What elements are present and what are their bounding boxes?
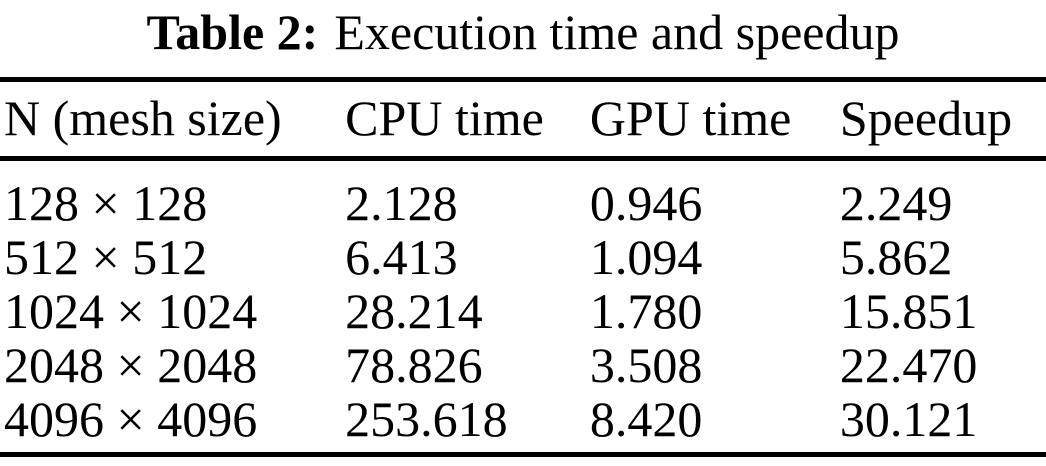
table-cell: 253.618: [345, 391, 508, 447]
table-row: 512 × 512 6.413 1.094 5.862: [0, 230, 1046, 284]
table-cell: 15.851: [839, 283, 978, 339]
table-cell: 1.094: [589, 229, 703, 285]
table-cell: 128 × 128: [4, 175, 208, 231]
table-cell: 5.862: [839, 229, 953, 285]
table-cell: 30.121: [839, 391, 978, 447]
table-row: 2048 × 2048 78.826 3.508 22.470: [0, 338, 1046, 392]
table-row: 1024 × 1024 28.214 1.780 15.851: [0, 284, 1046, 338]
header-row: N (mesh size) CPU time GPU time Speedup: [0, 79, 1046, 161]
table-caption: Table 2: Execution time and speedup: [0, 4, 1046, 60]
table-header: N (mesh size) CPU time GPU time Speedup: [0, 79, 1046, 161]
table-body: 128 × 128 2.128 0.946 2.249 512 × 512 6.413 1.…: [0, 159, 1046, 455]
col-header-cpu-time: CPU time: [345, 79, 590, 161]
col-header-speedup: Speedup: [839, 79, 1046, 161]
table-cell: 2.249: [839, 175, 953, 231]
table-row: 4096 × 4096 253.618 8.420 30.121: [0, 392, 1046, 455]
table-cell: 1.780: [589, 283, 703, 339]
table-cell: 6.413: [345, 229, 458, 285]
table-cell: 2048 × 2048: [4, 337, 258, 393]
table-caption-text: Execution time and speedup: [334, 4, 900, 60]
table-cell: 1024 × 1024: [4, 283, 258, 339]
table-cell: 22.470: [839, 337, 978, 393]
table-cell: 8.420: [589, 391, 703, 447]
table-cell: 28.214: [345, 283, 483, 339]
table-cell: 512 × 512: [4, 229, 208, 285]
table-cell: 2.128: [345, 175, 458, 231]
table-caption-label: Table 2:: [146, 4, 319, 60]
table-row: 128 × 128 2.128 0.946 2.249: [0, 159, 1046, 231]
results-table: N (mesh size) CPU time GPU time Speedup …: [0, 77, 1046, 457]
page: { "caption": { "label": "Table 2:", "tex…: [0, 4, 1046, 466]
table-cell: 0.946: [589, 175, 703, 231]
col-header-gpu-time: GPU time: [589, 79, 840, 161]
table-cell: 78.826: [345, 337, 483, 393]
table-cell: 4096 × 4096: [4, 391, 258, 447]
table-figure: Table 2: Execution time and speedup N (me…: [0, 4, 1046, 457]
table-cell: 3.508: [589, 337, 703, 393]
col-header-mesh-size: N (mesh size): [0, 79, 346, 161]
